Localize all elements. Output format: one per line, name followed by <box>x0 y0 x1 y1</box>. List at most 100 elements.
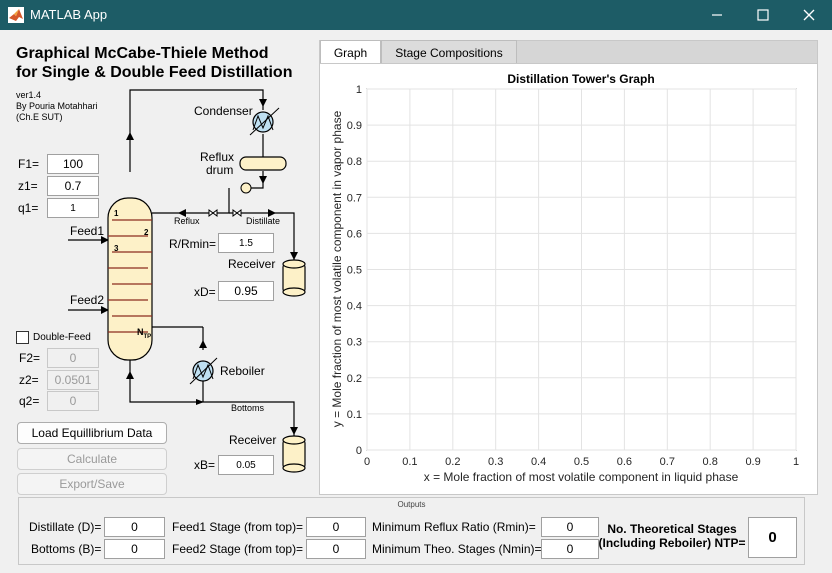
minimize-button[interactable] <box>694 0 740 30</box>
mccabe-thiele-chart: Distillation Tower's Graph 0 0.1 0.2 0.3 0.4… <box>330 72 799 484</box>
rmin-output: 0 <box>541 517 599 537</box>
rrmin-input[interactable]: 1.5 <box>218 233 274 253</box>
tab-stage-compositions[interactable]: Stage Compositions <box>381 40 517 64</box>
app-heading: Graphical McCabe-Thiele Method for Singl… <box>16 44 292 82</box>
matlab-logo-icon <box>8 7 24 23</box>
x-tick-label: 0 <box>364 456 370 468</box>
maximize-button[interactable] <box>740 0 786 30</box>
feed1-label: Feed1 <box>70 224 105 238</box>
y-tick-label: 0.5 <box>347 265 362 277</box>
x-tick-label: 0.5 <box>574 456 589 468</box>
tray-1-label: 1 <box>114 209 119 218</box>
q2-input[interactable]: 0 <box>47 391 99 411</box>
close-button[interactable] <box>786 0 832 30</box>
x-tick-label: 0.1 <box>402 456 417 468</box>
xd-label: xD= <box>194 285 216 299</box>
y-tick-label: 0.1 <box>347 409 362 421</box>
z2-label: z2= <box>19 373 39 387</box>
outputs-panel: Outputs <box>18 497 805 565</box>
load-equilibrium-data-button[interactable]: Load Equillibrium Data <box>17 422 167 444</box>
x-tick-label: 0.4 <box>531 456 546 468</box>
heading-line-1: Graphical McCabe-Thiele Method <box>16 45 269 62</box>
receiver-top-label: Receiver <box>228 257 276 271</box>
chart-title: Distillation Tower's Graph <box>507 72 654 86</box>
x-tick-label: 0.3 <box>488 456 503 468</box>
x-tick-labels: 0 0.1 0.2 0.3 0.4 0.5 0.6 0.7 0.8 0.9 1 <box>364 456 799 468</box>
xb-input[interactable]: 0.05 <box>218 455 274 475</box>
f2-label: F2= <box>19 351 41 365</box>
feed1-stage-output: 0 <box>306 517 366 537</box>
version-text: ver1.4 <box>16 90 42 100</box>
nmin-label: Minimum Theo. Stages (Nmin)= <box>372 542 542 556</box>
credits: ver1.4 By Pouria Motahhari (Ch.E SUT) <box>16 90 98 123</box>
z1-label: z1= <box>18 179 38 193</box>
feed2-label: Feed2 <box>70 293 105 307</box>
rrmin-label: R/Rmin= <box>169 237 217 251</box>
affiliation-text: (Ch.E SUT) <box>16 112 63 122</box>
y-tick-label: 0.8 <box>347 156 362 168</box>
x-tick-label: 0.2 <box>445 456 460 468</box>
feed2-stage-label: Feed2 Stage (from top)= <box>172 542 304 556</box>
x-tick-label: 0.6 <box>617 456 632 468</box>
x-tick-label: 1 <box>793 456 799 468</box>
y-tick-labels: 0 0.1 0.2 0.3 0.4 0.5 0.6 0.7 0.8 0.9 1 <box>347 84 362 457</box>
window-title: MATLAB App <box>30 7 108 22</box>
f1-input[interactable]: 100 <box>47 154 99 174</box>
feed1-stage-label: Feed1 Stage (from top)= <box>172 520 304 534</box>
tray-n-label: NTP <box>137 327 151 340</box>
tray-n-subscript: TP <box>143 333 152 340</box>
y-tick-label: 0.9 <box>347 120 362 132</box>
distillate-output: 0 <box>104 517 165 537</box>
ntp-output: 0 <box>748 517 797 558</box>
q1-input[interactable]: 1 <box>47 198 99 218</box>
q2-label: q2= <box>19 394 40 408</box>
bottoms-output-label: Bottoms (B)= <box>31 542 102 556</box>
reflux-drum-icon <box>239 156 287 171</box>
reflux-drum-label-1: Reflux <box>200 150 235 164</box>
author-text: By Pouria Motahhari <box>16 101 98 111</box>
q1-label: q1= <box>18 201 39 215</box>
column-shape <box>107 197 153 361</box>
f2-input[interactable]: 0 <box>47 348 99 368</box>
y-tick-label: 0.4 <box>347 301 362 313</box>
chart-grid <box>366 88 797 451</box>
title-bar: MATLAB App <box>0 0 832 30</box>
minimize-icon <box>712 14 722 16</box>
ntp-label-line-2: (Including Reboiler) NTP= <box>598 536 746 550</box>
z2-input[interactable]: 0.0501 <box>47 370 99 390</box>
double-feed-label: Double-Feed <box>33 332 91 343</box>
y-tick-label: 1 <box>356 84 362 96</box>
z1-input[interactable]: 0.7 <box>47 176 99 196</box>
tray-3-label: 3 <box>114 244 119 253</box>
reboiler-label: Reboiler <box>220 364 265 378</box>
calculate-button[interactable]: Calculate <box>17 448 167 470</box>
receiver-bottom-label: Receiver <box>229 433 277 447</box>
xb-label: xB= <box>194 458 216 472</box>
y-tick-label: 0.7 <box>347 192 362 204</box>
maximize-icon <box>757 9 769 21</box>
export-save-button[interactable]: Export/Save <box>17 473 167 495</box>
condenser-label: Condenser <box>194 104 253 118</box>
x-tick-label: 0.9 <box>745 456 760 468</box>
nmin-output: 0 <box>541 539 599 559</box>
bottoms-label: Bottoms <box>231 403 265 413</box>
bottoms-output: 0 <box>104 539 165 559</box>
xd-input[interactable]: 0.95 <box>218 281 274 301</box>
distillate-output-label: Distillate (D)= <box>29 520 102 534</box>
outputs-caption: Outputs <box>397 500 426 509</box>
close-icon <box>803 9 815 21</box>
ntp-label-line-1: No. Theoretical Stages <box>607 522 737 536</box>
distillate-label: Distillate <box>246 216 281 226</box>
f1-label: F1= <box>18 157 40 171</box>
x-tick-label: 0.8 <box>703 456 718 468</box>
rmin-label: Minimum Reflux Ratio (Rmin)= <box>372 520 536 534</box>
y-tick-label: 0 <box>356 445 362 457</box>
double-feed-checkbox[interactable] <box>16 331 29 344</box>
heading-line-2: for Single & Double Feed Distillation <box>16 64 293 81</box>
x-axis-label: x = Mole fraction of most volatile compo… <box>424 470 739 484</box>
tab-graph[interactable]: Graph <box>320 40 381 64</box>
y-axis-label: y = Mole fraction of most volatile compo… <box>330 110 344 427</box>
y-tick-label: 0.6 <box>347 228 362 240</box>
tray-n-text: N <box>137 327 144 337</box>
